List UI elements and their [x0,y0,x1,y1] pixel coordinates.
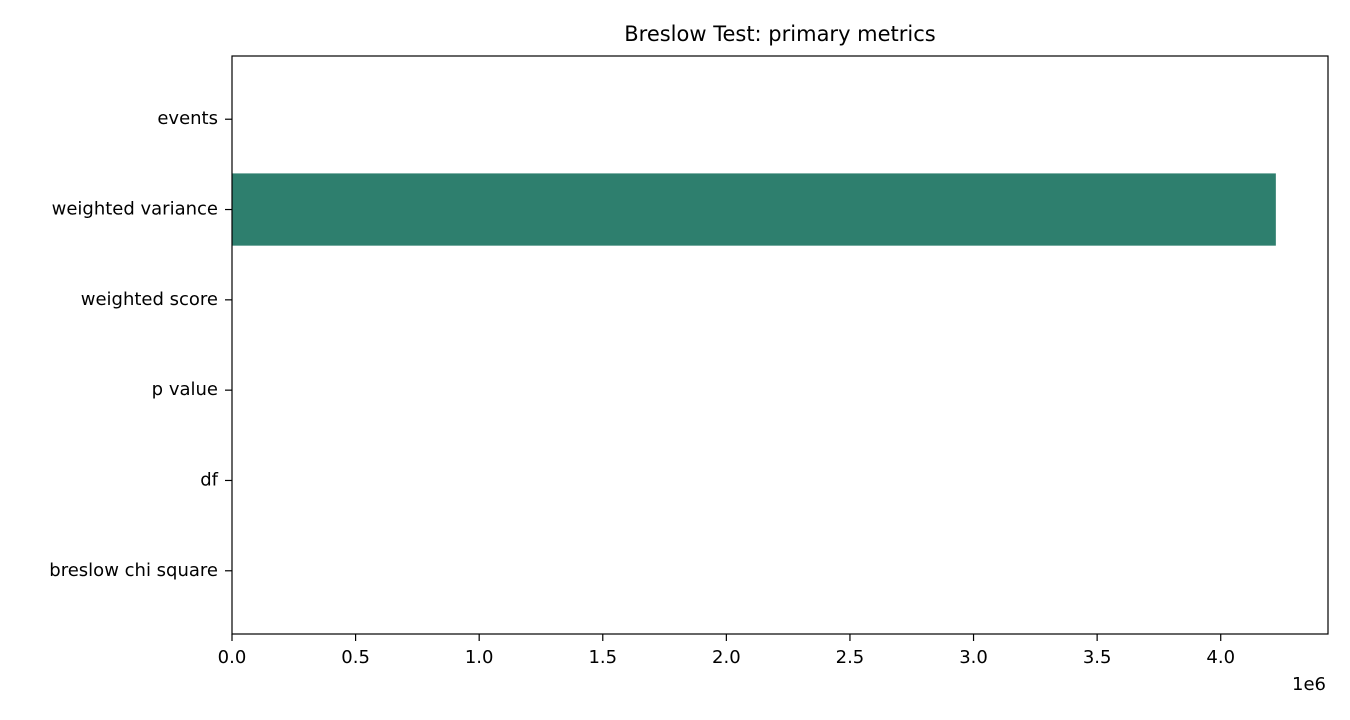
x-tick-label: 2.5 [836,647,865,668]
plot-frame [231,55,1329,635]
chart-title: Breslow Test: primary metrics [624,22,936,46]
y-tick-label: weighted variance [52,199,218,220]
x-tick-label: 2.0 [712,647,741,668]
x-tick-label: 1.5 [588,647,617,668]
y-tick-label: df [200,469,218,490]
y-tick-label: p value [152,379,218,400]
x-tick-label: 4.0 [1206,647,1235,668]
bar [232,173,1276,246]
x-tick-label: 3.5 [1083,647,1112,668]
y-tick-label: breslow chi square [49,560,218,581]
x-tick-label: 0.5 [341,647,370,668]
y-tick-label: events [157,108,218,129]
x-tick-label: 0.0 [218,647,247,668]
x-tick-label: 1.0 [465,647,494,668]
x-offset-label: 1e6 [1292,674,1326,695]
x-tick-label: 3.0 [959,647,988,668]
y-tick-label: weighted score [81,289,218,310]
